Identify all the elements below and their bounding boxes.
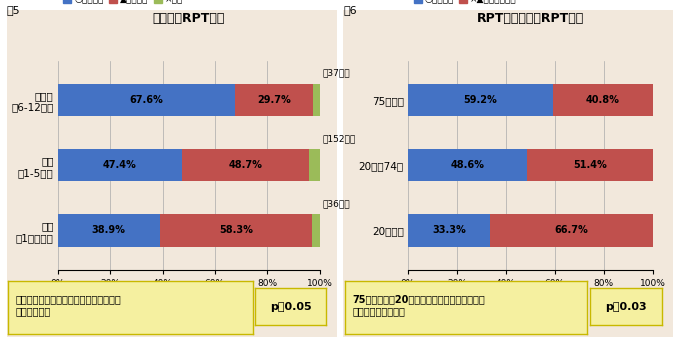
Bar: [408, 84, 553, 116]
Bar: [58, 84, 235, 116]
Bar: [58, 214, 160, 247]
Text: （36人）: （36人）: [322, 199, 350, 208]
Bar: [309, 149, 320, 181]
Bar: [553, 84, 653, 116]
Text: 58.3%: 58.3%: [219, 225, 253, 236]
Text: （37人）: （37人）: [322, 69, 350, 78]
Legend: ○効果あり, ▲変化なし, ×悪化: ○効果あり, ▲変化なし, ×悪化: [60, 0, 186, 8]
Title: 年齢層別RPT効果: 年齢層別RPT効果: [152, 12, 225, 25]
Bar: [313, 84, 320, 116]
Bar: [408, 214, 490, 247]
Text: p＜0.03: p＜0.03: [605, 302, 647, 312]
Bar: [235, 84, 313, 116]
Text: 59.2%: 59.2%: [464, 95, 497, 105]
Bar: [527, 149, 653, 181]
Text: 51.4%: 51.4%: [573, 160, 607, 170]
Legend: ○効果あり, ×▲変化なし悪化: ○効果あり, ×▲変化なし悪化: [410, 0, 520, 8]
Text: p＜0.05: p＜0.05: [270, 302, 311, 312]
Bar: [160, 214, 312, 247]
Text: 47.4%: 47.4%: [103, 160, 137, 170]
Text: 48.7%: 48.7%: [228, 160, 262, 170]
Text: 学童児と乳児の「効果あり」には有意に
差がみられた: 学童児と乳児の「効果あり」には有意に 差がみられた: [16, 294, 121, 316]
Text: 38.9%: 38.9%: [92, 225, 126, 236]
Bar: [408, 149, 527, 181]
Text: 29.7%: 29.7%: [257, 95, 290, 105]
Bar: [490, 214, 653, 247]
Text: 図5: 図5: [7, 5, 20, 15]
Text: （152人）: （152人）: [322, 134, 356, 143]
Bar: [58, 149, 182, 181]
Bar: [182, 149, 309, 181]
Bar: [312, 214, 320, 247]
Text: 40.8%: 40.8%: [586, 95, 619, 105]
Text: 66.7%: 66.7%: [554, 225, 588, 236]
Text: 75件以上群と20件未満群の「効果あり」には
有意に差がみられた: 75件以上群と20件未満群の「効果あり」には 有意に差がみられた: [353, 294, 486, 316]
Text: 図6: 図6: [343, 5, 357, 15]
Text: 67.6%: 67.6%: [129, 95, 163, 105]
Title: RPT経験数別のRPT効果: RPT経験数別のRPT効果: [477, 12, 584, 25]
Text: 48.6%: 48.6%: [451, 160, 484, 170]
Text: 33.3%: 33.3%: [432, 225, 466, 236]
